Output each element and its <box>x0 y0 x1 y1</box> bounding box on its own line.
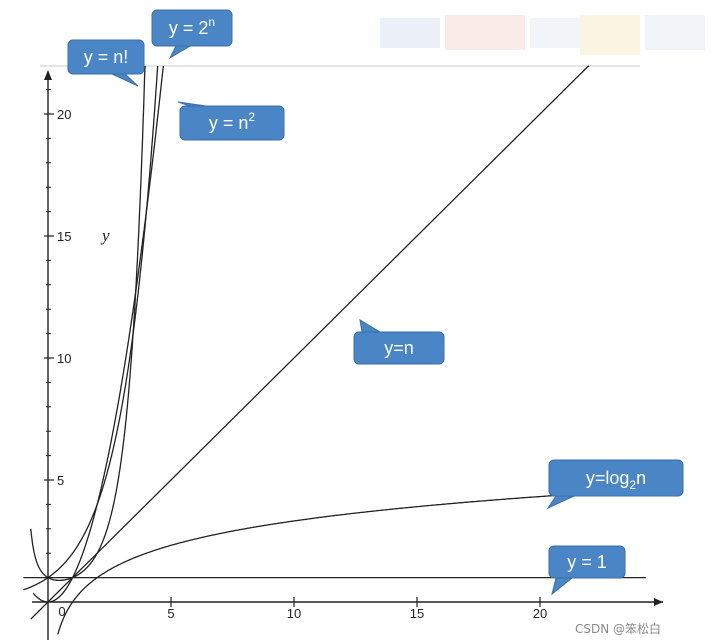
y-axis-arrow <box>44 70 52 80</box>
x-axis-arrow <box>654 598 663 606</box>
series-line-square <box>32 65 165 603</box>
series-line-exp2 <box>23 65 159 591</box>
callout-label-square: y = n2 <box>209 110 256 133</box>
callout-linear: y=n <box>353 319 445 365</box>
callout-label-constant: y = 1 <box>567 552 607 572</box>
callout-constant: y = 1 <box>548 545 626 596</box>
plot-area: 5 10 15 20 5 10 15 20 0 y <box>23 65 663 640</box>
y-tick-label: 20 <box>57 107 71 122</box>
watermark: CSDN @笨松白 <box>575 621 661 636</box>
callouts: y = n! y = 2n y = n2 y=n y=log2n y = 1 <box>67 9 684 596</box>
x-tick-label: 20 <box>533 606 547 621</box>
callout-factorial: y = n! <box>67 39 145 87</box>
y-tick-label: 15 <box>57 229 71 244</box>
series-line-factorial <box>30 65 146 582</box>
series-line-log2 <box>57 489 639 635</box>
x-tick-label: 15 <box>410 606 424 621</box>
header-blur <box>380 15 705 55</box>
callout-label-linear: y=n <box>384 338 414 358</box>
x-tick-label: 5 <box>167 606 174 621</box>
y-tick-label: 5 <box>57 473 64 488</box>
callout-label-factorial: y = n! <box>84 47 129 67</box>
series-line-linear <box>30 65 590 620</box>
origin-label: 0 <box>58 604 65 619</box>
x-tick-label: 10 <box>287 606 301 621</box>
callout-exp2: y = 2n <box>151 9 233 60</box>
callout-label-log2: y=log2n <box>586 468 646 492</box>
y-tick-label: 10 <box>57 351 71 366</box>
y-axis-label: y <box>100 226 110 245</box>
callout-square: y = n2 <box>177 101 285 141</box>
callout-log2: y=log2n <box>546 459 684 510</box>
callout-label-exp2: y = 2n <box>169 15 215 38</box>
